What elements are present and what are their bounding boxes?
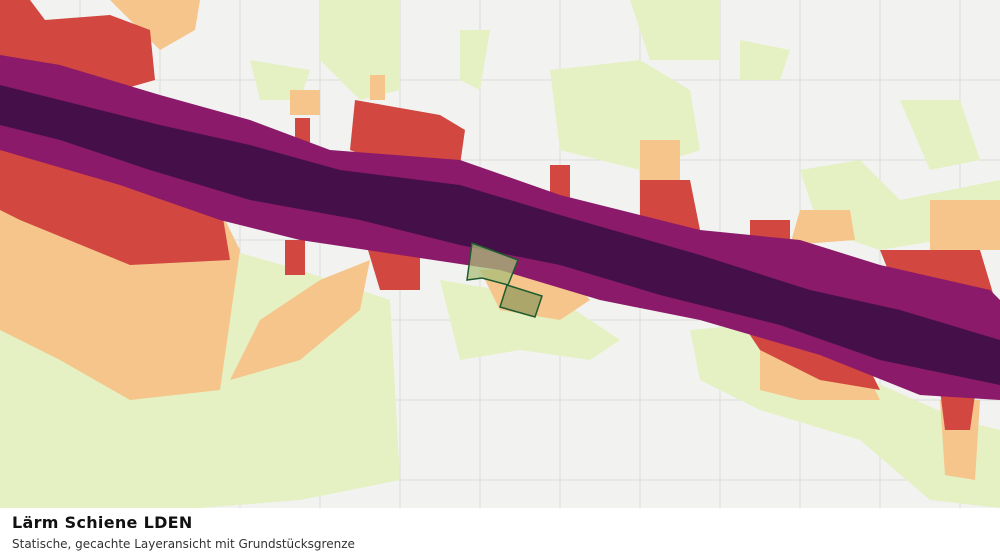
noise-zone-maximum — [0, 85, 1000, 385]
caption-title: Lärm Schiene LDEN — [12, 513, 193, 532]
caption-panel: Lärm Schiene LDEN Statische, gecachte La… — [0, 508, 1000, 560]
parcel-boundary — [466, 241, 543, 318]
caption-subtitle: Statische, gecachte Layeransicht mit Gru… — [12, 537, 355, 551]
